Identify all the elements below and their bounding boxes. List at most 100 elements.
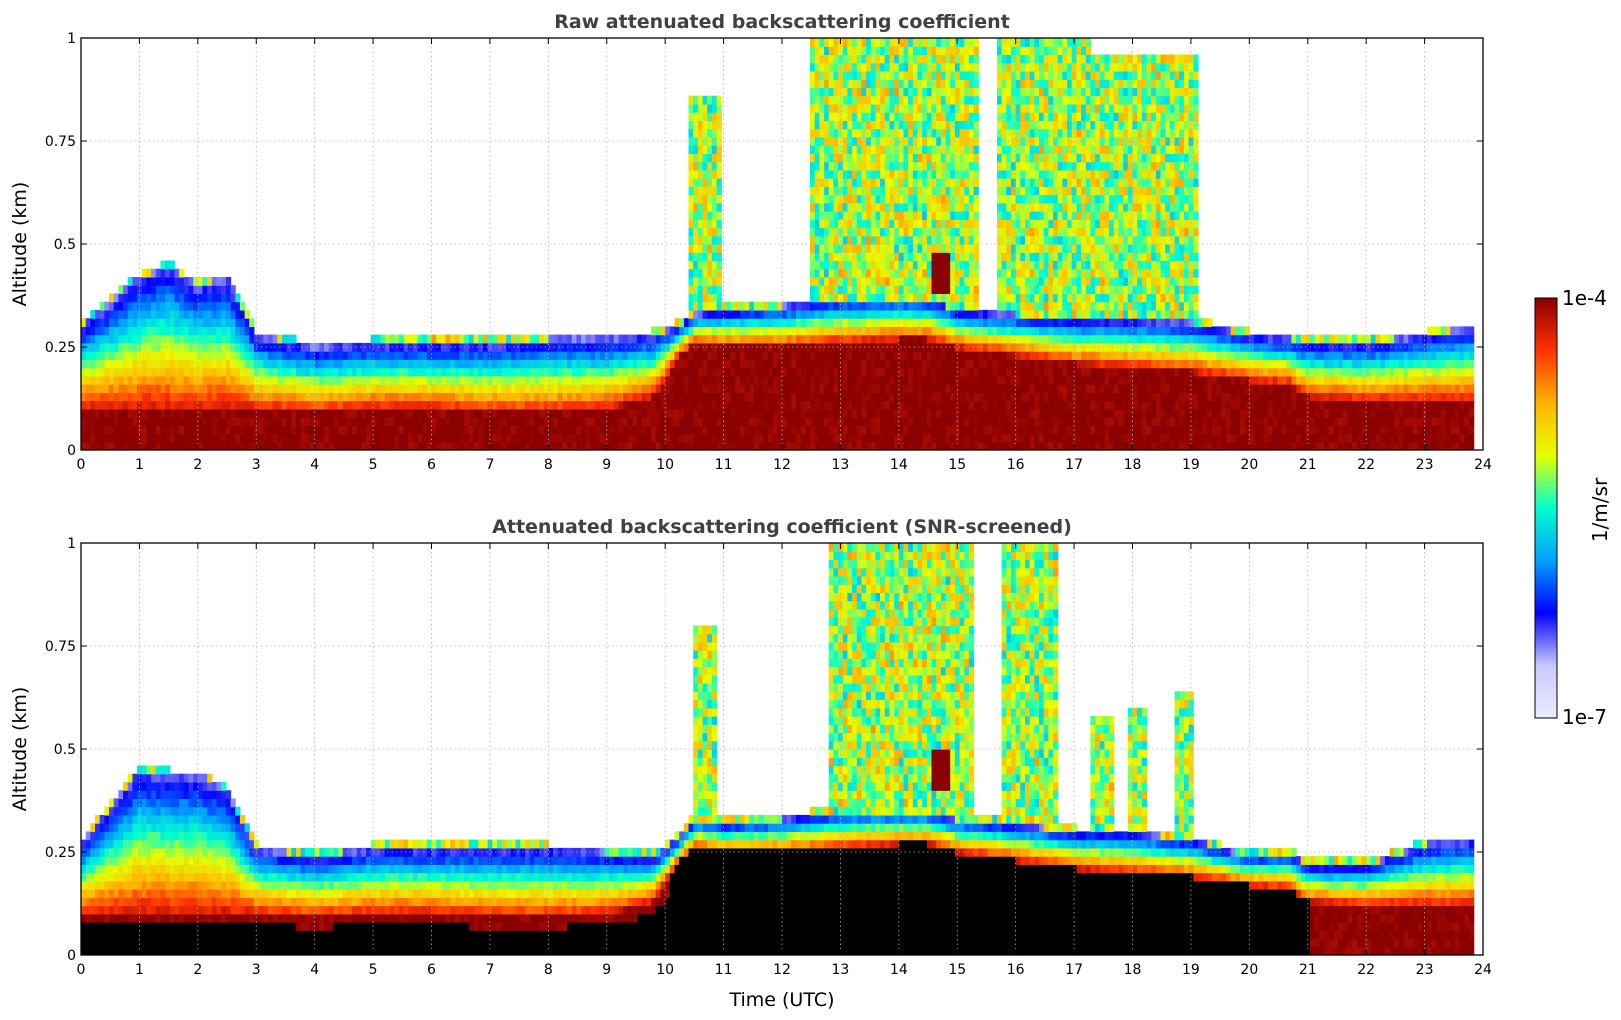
heatmap-cell (702, 244, 708, 253)
heatmap-cell (426, 351, 433, 360)
heatmap-cell (777, 301, 783, 311)
heatmap-cell (959, 342, 965, 352)
heatmap-cell (758, 351, 764, 360)
heatmap-cell (225, 309, 232, 319)
heatmap-cell (422, 375, 428, 385)
heatmap-cell (151, 334, 157, 344)
heatmap-cell (693, 285, 699, 295)
heatmap-cell (950, 309, 956, 319)
heatmap-cell (324, 342, 330, 352)
heatmap-cell (81, 375, 87, 385)
heatmap-cell (637, 400, 643, 410)
heatmap-cell (1006, 334, 1012, 344)
heatmap-cell (1029, 235, 1035, 245)
heatmap-cell (833, 136, 839, 146)
heatmap-cell (973, 227, 979, 237)
heatmap-cell (398, 392, 405, 402)
heatmap-raw (81, 38, 1475, 450)
heatmap-cell (1001, 392, 1007, 402)
heatmap-cell (366, 425, 372, 435)
heatmap-cell (165, 408, 171, 418)
heatmap-cell (230, 309, 236, 319)
heatmap-cell (968, 408, 975, 418)
heatmap-cell (300, 425, 306, 435)
heatmap-cell (824, 178, 830, 187)
heatmap-cell (973, 408, 979, 418)
heatmap-cell (202, 417, 208, 426)
heatmap-cell (707, 186, 713, 196)
heatmap-cell (856, 400, 863, 410)
heatmap-cell (604, 384, 610, 393)
heatmap-cell (875, 62, 881, 72)
heatmap-cell (99, 334, 105, 344)
heatmap-cell (450, 367, 456, 377)
heatmap-cell (637, 334, 643, 344)
heatmap-cell (324, 367, 330, 377)
heatmap-cell (384, 408, 391, 418)
heatmap-cell (968, 178, 975, 187)
heatmap-cell (155, 301, 162, 311)
heatmap-cell (1015, 309, 1021, 319)
heatmap-cell (669, 334, 676, 344)
heatmap-cell (950, 161, 956, 171)
heatmap-cell (968, 235, 975, 245)
heatmap-cell (267, 384, 274, 393)
heatmap-cell (1020, 433, 1026, 443)
heatmap-cell (674, 425, 680, 435)
heatmap-cell (160, 309, 166, 319)
heatmap-cell (370, 400, 376, 410)
heatmap-cell (997, 161, 1003, 171)
heatmap-cell (814, 359, 820, 369)
heatmap-cell (861, 277, 867, 286)
heatmap-cell (828, 285, 834, 295)
heatmap-cell (711, 128, 718, 138)
heatmap-cell (870, 351, 877, 360)
heatmap-cell (1029, 375, 1035, 385)
heatmap-cell (903, 318, 909, 328)
heatmap-cell (856, 417, 863, 426)
heatmap-cell (936, 120, 942, 130)
heatmap-cell (950, 351, 956, 360)
heatmap-cell (725, 408, 732, 418)
heatmap-cell (940, 227, 947, 237)
heatmap-cell (95, 351, 101, 360)
heatmap-cell (459, 342, 465, 352)
heatmap-cell (908, 112, 914, 122)
heatmap-cell (693, 425, 699, 435)
heatmap-cell (810, 219, 816, 229)
heatmap-cell (155, 268, 162, 278)
heatmap-cell (641, 433, 648, 443)
heatmap-cell (786, 326, 792, 336)
heatmap-cell (660, 392, 666, 402)
heatmap-cell (838, 136, 844, 146)
heatmap-cell (632, 351, 638, 360)
heatmap-cell (1029, 342, 1035, 352)
heatmap-cell (931, 103, 937, 113)
heatmap-cell (968, 260, 975, 270)
heatmap-cell (866, 46, 872, 56)
heatmap-cell (931, 367, 937, 377)
heatmap-cell (894, 194, 900, 204)
heatmap-cell (968, 392, 975, 402)
heatmap-cell (492, 375, 498, 385)
heatmap-cell (333, 400, 339, 410)
heatmap-cell (744, 375, 750, 385)
heatmap-cell (936, 277, 942, 286)
heatmap-cell (571, 384, 577, 393)
heatmap-cell (894, 318, 900, 328)
heatmap-cell (506, 375, 512, 385)
heatmap-cell (847, 375, 853, 385)
heatmap-cell (291, 392, 297, 402)
heatmap-cell (908, 145, 914, 154)
heatmap-cell (188, 441, 194, 450)
heatmap-cell (931, 326, 937, 336)
heatmap-cell (613, 384, 620, 393)
heatmap-cell (824, 359, 830, 369)
heatmap-cell (679, 392, 685, 402)
heatmap-cell (954, 202, 961, 212)
heatmap-cell (833, 79, 839, 89)
heatmap-cell (824, 285, 830, 295)
heatmap-cell (926, 227, 933, 237)
heatmap-cell (908, 38, 914, 47)
heatmap-cell (1001, 62, 1007, 72)
